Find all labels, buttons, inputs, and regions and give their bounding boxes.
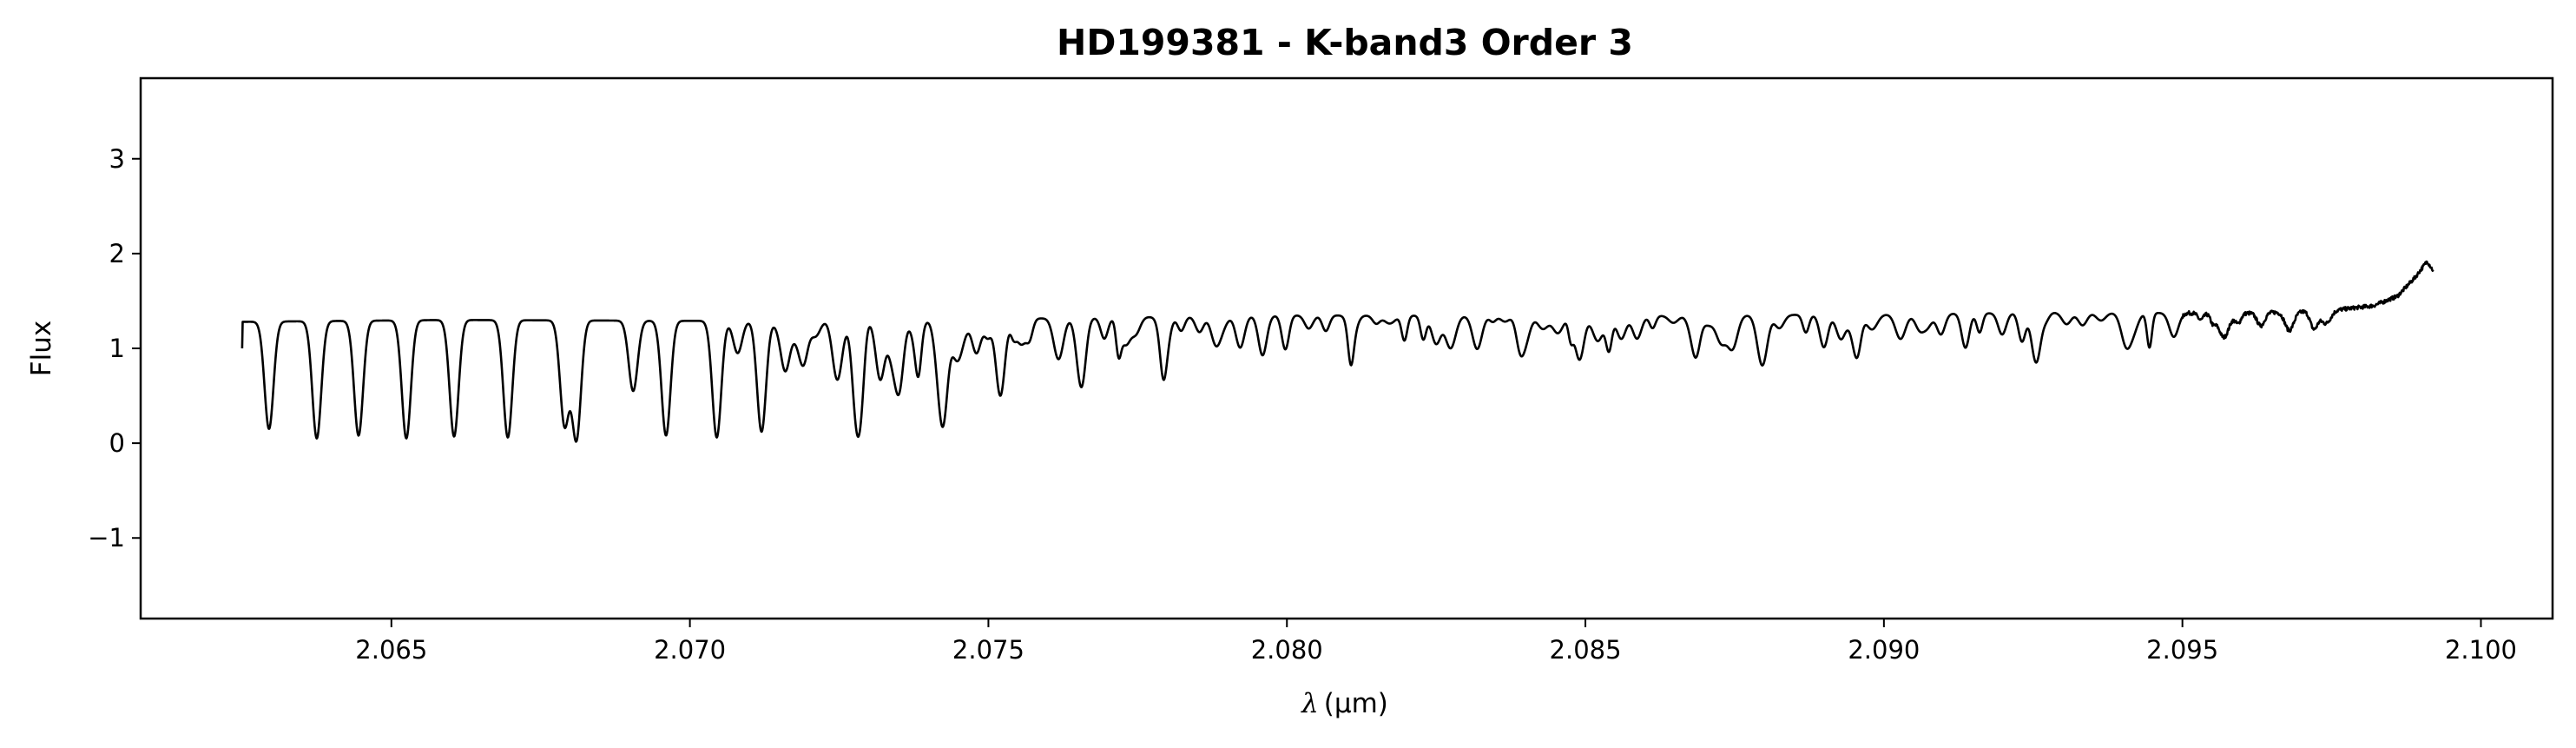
y-tick-label: 3 bbox=[109, 144, 125, 174]
x-tick-label: 2.065 bbox=[355, 635, 427, 665]
x-tick-label: 2.100 bbox=[2445, 635, 2517, 665]
y-axis-label: Flux bbox=[26, 321, 57, 376]
y-tick-label: 2 bbox=[109, 239, 125, 268]
x-axis-label-unit: (μm) bbox=[1324, 688, 1388, 719]
y-tick-label: −1 bbox=[88, 523, 125, 553]
plot-frame bbox=[139, 76, 2554, 620]
chart-title: HD199381 - K-band3 Order 3 bbox=[1057, 22, 1633, 63]
x-tick-label: 2.085 bbox=[1550, 635, 1622, 665]
y-axis-ticks: −1 0 1 2 3 bbox=[88, 144, 141, 553]
flux-line bbox=[240, 260, 2434, 443]
x-tick-label: 2.090 bbox=[1848, 635, 1920, 665]
x-tick-label: 2.095 bbox=[2146, 635, 2218, 665]
x-tick-label: 2.070 bbox=[654, 635, 726, 665]
y-tick-label: 1 bbox=[109, 334, 125, 363]
x-axis-ticks: 2.065 2.070 2.075 2.080 2.085 2.090 2.095 2.100 bbox=[355, 619, 2517, 665]
x-tick-label: 2.080 bbox=[1251, 635, 1323, 665]
x-axis-label-symbol: λ bbox=[1300, 688, 1319, 719]
x-tick-label: 2.075 bbox=[952, 635, 1024, 665]
x-axis-label: λ (μm) bbox=[1300, 688, 1388, 719]
y-tick-label: 0 bbox=[109, 428, 125, 458]
flux-series bbox=[240, 260, 2434, 443]
